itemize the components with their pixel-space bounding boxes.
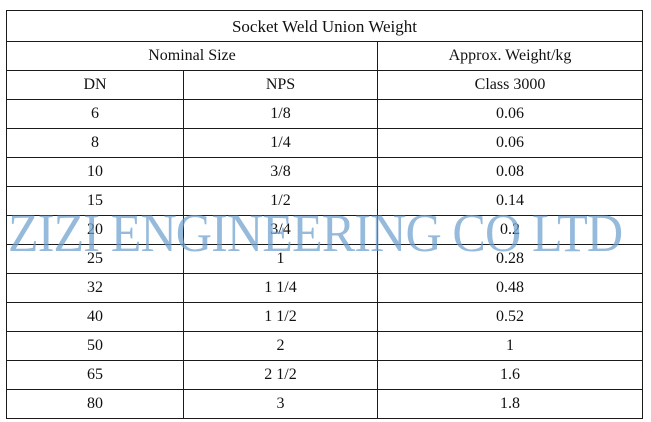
weight-cell: 0.2 — [377, 215, 643, 245]
nps-cell: 1/4 — [183, 128, 378, 158]
table-row: 65 2 1/2 1.6 — [6, 360, 643, 390]
table-row: 10 3/8 0.08 — [6, 157, 643, 187]
nps-cell: 1/8 — [183, 99, 378, 129]
table-row: 40 1 1/2 0.52 — [6, 302, 643, 332]
socket-weld-union-weight-table: Socket Weld Union Weight Nominal Size Ap… — [6, 10, 643, 419]
dn-header: DN — [6, 70, 184, 100]
weight-cell: 1.6 — [377, 360, 643, 390]
weight-cell: 0.52 — [377, 302, 643, 332]
dn-cell: 20 — [6, 215, 184, 245]
weight-cell: 0.06 — [377, 128, 643, 158]
nps-cell: 3 — [183, 389, 378, 419]
dn-cell: 80 — [6, 389, 184, 419]
nominal-size-header: Nominal Size — [6, 41, 378, 71]
dn-cell: 6 — [6, 99, 184, 129]
nps-cell: 2 — [183, 331, 378, 361]
table-title-row: Socket Weld Union Weight — [6, 10, 643, 42]
dn-cell: 40 — [6, 302, 184, 332]
nps-cell: 2 1/2 — [183, 360, 378, 390]
weight-cell: 0.28 — [377, 244, 643, 274]
dn-cell: 10 — [6, 157, 184, 187]
sub-header-row: DN NPS Class 3000 — [6, 70, 643, 100]
table-row: 15 1/2 0.14 — [6, 186, 643, 216]
nps-cell: 1 — [183, 244, 378, 274]
table-row: 8 1/4 0.06 — [6, 128, 643, 158]
table-row: 25 1 0.28 — [6, 244, 643, 274]
nps-cell: 1 1/2 — [183, 302, 378, 332]
nps-header: NPS — [183, 70, 378, 100]
dn-cell: 8 — [6, 128, 184, 158]
dn-cell: 25 — [6, 244, 184, 274]
table-row: 6 1/8 0.06 — [6, 99, 643, 129]
table-row: 50 2 1 — [6, 331, 643, 361]
weight-cell: 1.8 — [377, 389, 643, 419]
dn-cell: 50 — [6, 331, 184, 361]
class-3000-header: Class 3000 — [377, 70, 643, 100]
nps-cell: 3/8 — [183, 157, 378, 187]
weight-cell: 1 — [377, 331, 643, 361]
table-row: 20 3/4 0.2 — [6, 215, 643, 245]
dn-cell: 15 — [6, 186, 184, 216]
weight-cell: 0.48 — [377, 273, 643, 303]
approx-weight-header: Approx. Weight/kg — [377, 41, 643, 71]
nps-cell: 3/4 — [183, 215, 378, 245]
weight-cell: 0.14 — [377, 186, 643, 216]
weight-cell: 0.08 — [377, 157, 643, 187]
dn-cell: 32 — [6, 273, 184, 303]
table-row: 80 3 1.8 — [6, 389, 643, 419]
table-title: Socket Weld Union Weight — [6, 10, 643, 42]
dn-cell: 65 — [6, 360, 184, 390]
table-row: 32 1 1/4 0.48 — [6, 273, 643, 303]
weight-table-sheet: Socket Weld Union Weight Nominal Size Ap… — [6, 10, 643, 419]
group-header-row: Nominal Size Approx. Weight/kg — [6, 41, 643, 71]
weight-cell: 0.06 — [377, 99, 643, 129]
nps-cell: 1/2 — [183, 186, 378, 216]
nps-cell: 1 1/4 — [183, 273, 378, 303]
